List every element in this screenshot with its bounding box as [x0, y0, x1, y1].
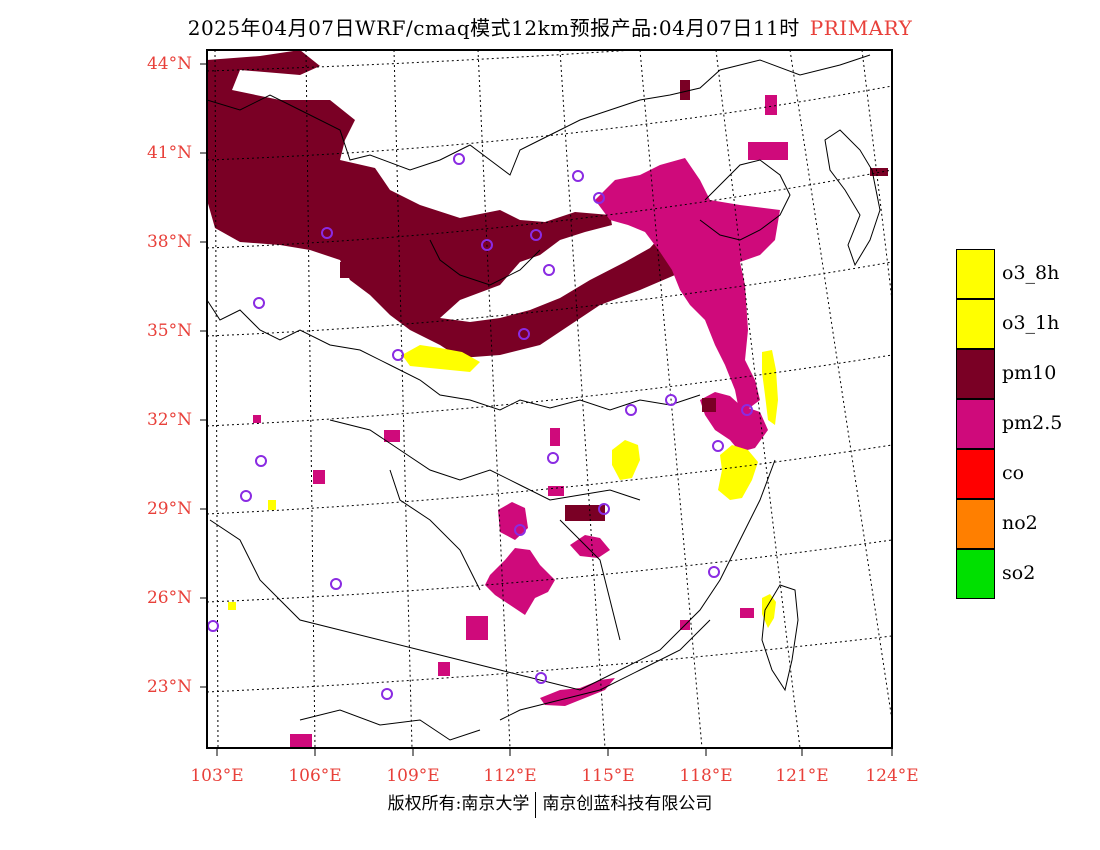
legend-label: so2 — [1002, 562, 1036, 584]
o3-fujian — [762, 594, 776, 628]
footer-divider — [535, 791, 537, 818]
legend-swatch — [956, 299, 995, 349]
legend-item-o3-8h: o3_8h — [956, 249, 1080, 299]
lon-label: 112°E — [483, 766, 537, 786]
legend-swatch — [956, 399, 995, 449]
legend-swatch — [956, 349, 995, 399]
legend-item-no2: no2 — [956, 499, 1080, 549]
legend-label: pm2.5 — [1002, 412, 1063, 434]
legend-label: pm10 — [1002, 362, 1057, 384]
legend-item-pm25: pm2.5 — [956, 399, 1080, 449]
lat-label: 41°N — [146, 143, 192, 163]
legend-item-so2: so2 — [956, 549, 1080, 599]
legend-label: co — [1002, 462, 1025, 484]
pm10-region-west — [207, 50, 692, 358]
legend-label: no2 — [1002, 512, 1038, 534]
footer-company: 南京创蓝科技有限公司 — [542, 794, 713, 814]
legend-swatch — [956, 549, 995, 599]
title-tag: PRIMARY — [809, 16, 913, 40]
lat-label: 26°N — [146, 588, 192, 608]
title-main: 2025年04月07日WRF/cmaq模式12km预报产品:04月07日11时 — [187, 16, 800, 40]
lon-label: 106°E — [288, 766, 342, 786]
copyright-footer: 版权所有:南京大学 南京创蓝科技有限公司 — [0, 789, 1100, 818]
lat-label: 29°N — [146, 499, 192, 519]
lat-label: 23°N — [146, 677, 192, 697]
legend-label: o3_1h — [1002, 312, 1060, 334]
legend-item-co: co — [956, 449, 1080, 499]
lon-label: 121°E — [775, 766, 829, 786]
lat-label: 35°N — [146, 321, 192, 341]
pm25-region-north — [595, 158, 780, 415]
legend-swatch — [956, 449, 995, 499]
pollutant-legend: o3_8h o3_1h pm10 pm2.5 co no2 so2 — [956, 249, 1080, 599]
legend-swatch — [956, 499, 995, 549]
pm25-jiangxi-blob — [570, 535, 610, 558]
legend-label: o3_8h — [1002, 262, 1060, 284]
lon-label: 115°E — [581, 766, 635, 786]
lat-label: 44°N — [146, 54, 192, 74]
legend-item-pm10: pm10 — [956, 349, 1080, 399]
o3-shaanxi — [402, 345, 480, 372]
lon-label: 124°E — [865, 766, 919, 786]
footer-copyright: 版权所有:南京大学 — [387, 794, 530, 814]
o3-jiangsu-strip — [762, 350, 778, 425]
o3-zhejiang — [718, 445, 758, 500]
lon-label: 118°E — [679, 766, 733, 786]
lat-label: 32°N — [146, 410, 192, 430]
pm25-hubei-blob — [498, 502, 528, 540]
lat-label: 38°N — [146, 232, 192, 252]
map-title: 2025年04月07日WRF/cmaq模式12km预报产品:04月07日11时 P… — [0, 12, 1100, 41]
legend-swatch — [956, 249, 995, 299]
pm25-east-coast — [700, 392, 768, 452]
o3-anhui — [612, 440, 640, 480]
lon-label: 109°E — [386, 766, 440, 786]
pm25-hunan-blob — [485, 548, 555, 615]
legend-item-o3-1h: o3_1h — [956, 299, 1080, 349]
pm25-guangdong-strip — [540, 678, 615, 706]
lon-label: 103°E — [190, 766, 244, 786]
